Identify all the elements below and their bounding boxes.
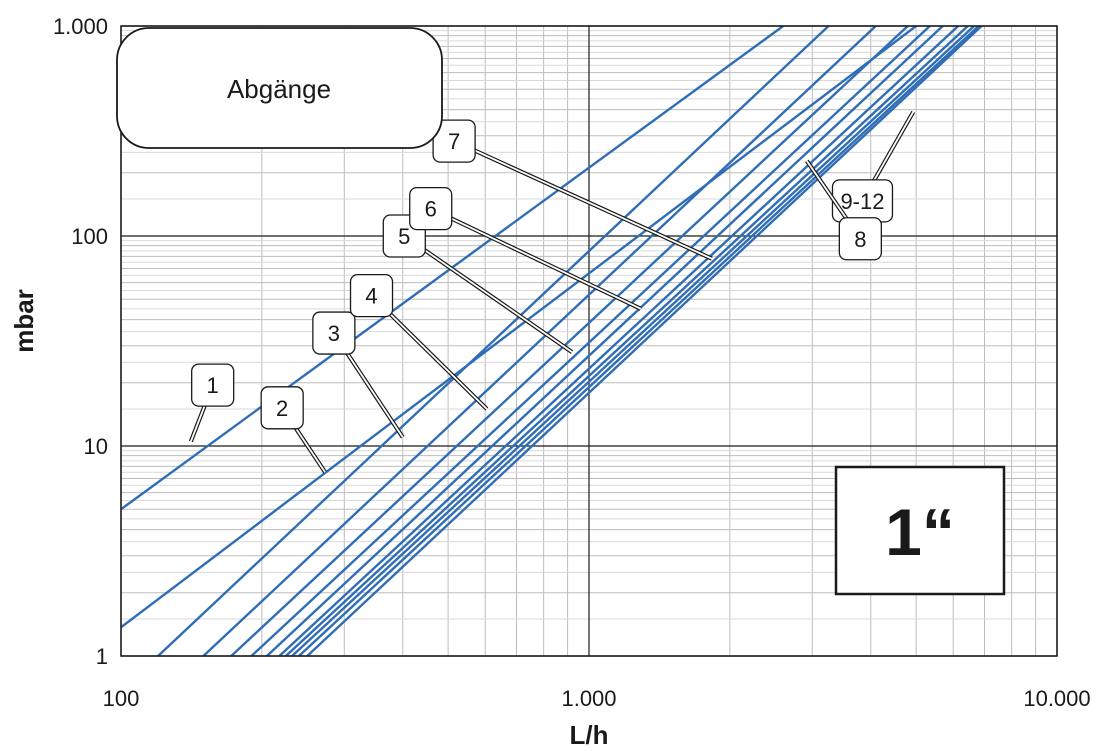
callout-label: 7 (448, 129, 460, 154)
series-line-2 (121, 26, 917, 629)
callout-1: 1 (188, 363, 235, 443)
callout-box (312, 311, 356, 355)
series-line-7 (266, 26, 944, 656)
callout-label: 8 (854, 227, 866, 252)
size-badge-text: 1“ (885, 495, 955, 569)
series-lines (121, 26, 983, 656)
y-axis-title: mbar (9, 289, 39, 353)
x-tick-label: 10.000 (1023, 686, 1090, 711)
callout-box (349, 273, 394, 318)
callout-9: 8 (805, 159, 882, 261)
callout-6: 6 (409, 186, 642, 311)
callout-leader-inner (453, 140, 713, 260)
callout-box (409, 186, 453, 231)
x-tick-label: 100 (103, 686, 140, 711)
y-tick-label: 1 (96, 644, 108, 669)
x-axis-title: L/h (570, 720, 609, 750)
callout-3: 3 (312, 311, 405, 439)
x-tick-label: 1.000 (561, 686, 616, 711)
callout-7: 7 (432, 119, 713, 261)
series-line-5 (230, 26, 909, 656)
size-badge: 1“ (834, 465, 1006, 596)
callout-box (191, 363, 235, 407)
series-line-3 (157, 26, 830, 656)
callout-box (432, 119, 476, 163)
series-line-8 (306, 26, 983, 656)
series-line-6 (250, 26, 931, 656)
callout-box (838, 217, 882, 261)
callout-2: 2 (260, 386, 327, 474)
series-line-10 (285, 26, 969, 656)
callout-leader-inner (430, 207, 642, 310)
series-line-12 (298, 26, 980, 656)
callout-label: 2 (276, 396, 288, 421)
callout-label: 3 (328, 321, 340, 346)
plot-frame (120, 25, 1058, 657)
callout-box (260, 386, 304, 430)
callout-label: 4 (365, 284, 377, 309)
series-line-9 (278, 26, 960, 656)
callout-label: 6 (425, 197, 437, 222)
callout-4: 4 (349, 273, 489, 411)
y-tick-label: 100 (71, 224, 108, 249)
y-tick-label: 10 (84, 434, 108, 459)
series-line-11 (291, 26, 975, 656)
callout-leader-inner (403, 235, 573, 353)
legend-box-text: Abgänge (227, 74, 331, 104)
tick-labels: 100 1.000 10.000 1 10 100 1.000 (53, 14, 1091, 711)
series-line-4 (202, 26, 877, 656)
callout-label: 5 (398, 224, 410, 249)
legend-box: Abgänge (116, 27, 443, 149)
callout-label: 9-12 (840, 189, 884, 214)
callout-label: 1 (207, 373, 219, 398)
y-tick-label: 1.000 (53, 14, 108, 39)
